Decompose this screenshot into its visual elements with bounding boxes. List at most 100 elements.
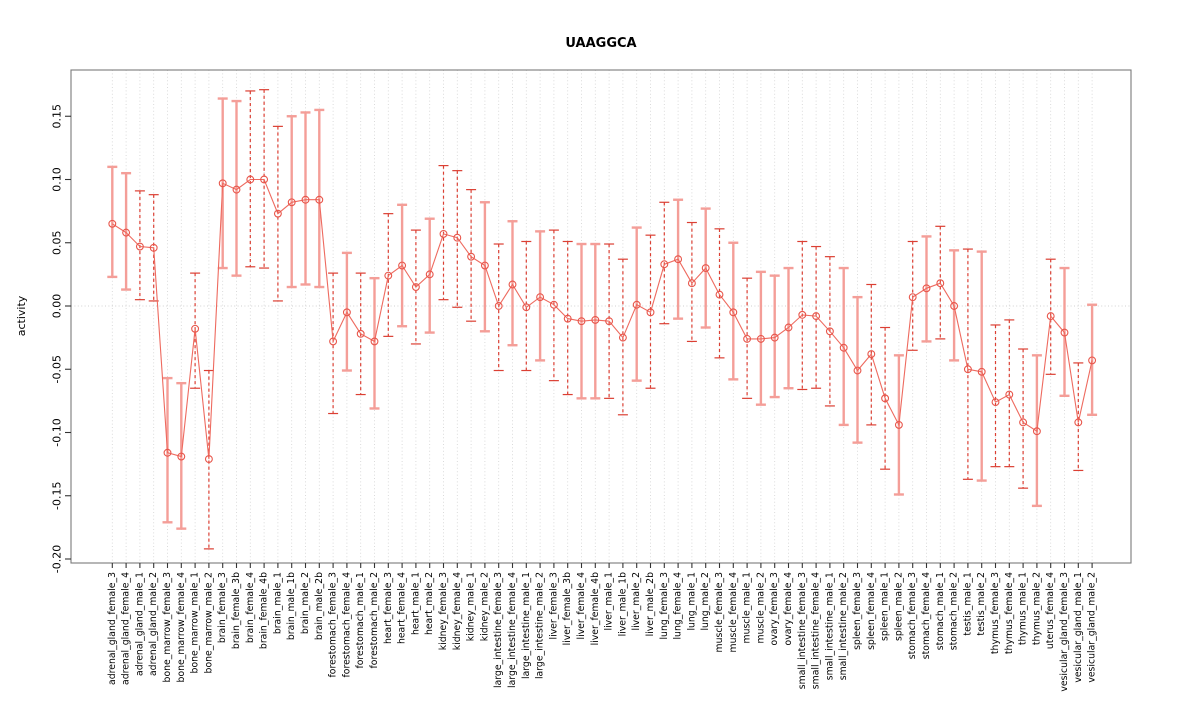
x-tick-label: small_intestine_female_4 xyxy=(811,572,822,689)
x-tick-label: vesicular_gland_male_2 xyxy=(1087,572,1098,683)
point-marker xyxy=(287,198,296,207)
axis-layer: -0.20 -0.15 -0.10 -0.05 0.00 0.05 0.10 0.15 adre… xyxy=(51,69,1132,692)
point-marker xyxy=(467,252,476,261)
point-marker xyxy=(922,284,931,293)
y-tick-label: 0.10 xyxy=(51,167,64,192)
point-marker xyxy=(232,185,241,194)
x-tick-label: spleen_female_4 xyxy=(866,572,877,650)
x-tick-label: lung_male_2 xyxy=(700,572,711,631)
point-marker xyxy=(522,303,531,312)
x-tick-label: stomach_male_2 xyxy=(949,572,960,650)
point-marker xyxy=(756,334,765,343)
point-marker xyxy=(1046,312,1055,321)
y-tick-label: -0.05 xyxy=(51,355,64,383)
x-tick-label: adrenal_gland_female_4 xyxy=(121,572,132,685)
x-tick-label: brain_female_4 xyxy=(245,572,256,643)
point-marker xyxy=(646,308,655,317)
x-tick-label: kidney_male_1 xyxy=(466,572,477,641)
x-tick-label: stomach_female_3 xyxy=(907,572,918,659)
x-tick-label: large_intestine_female_3 xyxy=(493,572,504,688)
point-marker xyxy=(273,209,282,218)
point-marker xyxy=(411,283,420,291)
point-marker xyxy=(618,333,627,342)
x-tick-label: ovary_female_3 xyxy=(769,572,780,646)
point-marker xyxy=(549,300,558,309)
point-marker xyxy=(563,314,572,323)
plot-box xyxy=(70,69,1132,564)
x-tick-label: muscle_male_1 xyxy=(742,572,753,644)
x-tick-label: forestomach_male_2 xyxy=(369,572,380,669)
point-marker xyxy=(1060,328,1069,337)
point-marker xyxy=(384,271,393,280)
series-line xyxy=(112,178,1093,460)
point-marker xyxy=(784,323,793,332)
x-tick-label: brain_female_4b xyxy=(259,572,270,649)
y-tick-label: 0.05 xyxy=(51,231,64,256)
x-tick-label: small_intestine_male_1 xyxy=(824,572,835,680)
x-tick-label: thymus_male_2 xyxy=(1031,572,1042,645)
point-marker xyxy=(577,317,586,326)
point-marker xyxy=(246,175,255,184)
x-tick-label: spleen_male_1 xyxy=(880,572,891,641)
series-line-layer xyxy=(112,178,1093,460)
x-tick-label: spleen_male_2 xyxy=(893,572,904,641)
x-tick-label: liver_female_4 xyxy=(576,572,587,640)
point-marker xyxy=(977,367,986,376)
point-marker xyxy=(191,324,200,333)
point-marker xyxy=(660,260,669,269)
x-tick-label: kidney_female_4 xyxy=(452,572,463,650)
x-tick-label: heart_male_2 xyxy=(424,572,435,635)
point-marker xyxy=(1005,390,1014,399)
x-tick-label: muscle_male_2 xyxy=(755,572,766,643)
point-marker xyxy=(1088,356,1097,365)
y-tick-label: -0.10 xyxy=(51,418,64,446)
x-tick-label: adrenal_gland_male_1 xyxy=(134,572,145,676)
x-tick-label: brain_female_3 xyxy=(217,572,228,643)
x-tick-label: vesicular_gland_female_3 xyxy=(1059,572,1070,692)
x-tick-label: brain_female_3b xyxy=(231,572,242,649)
point-marker xyxy=(342,308,351,317)
x-tick-label: stomach_male_1 xyxy=(935,572,946,650)
point-marker xyxy=(1019,418,1028,427)
point-marker-layer xyxy=(108,175,1097,464)
y-tick-label: -0.15 xyxy=(51,482,64,510)
point-marker xyxy=(453,233,462,242)
point-marker xyxy=(494,302,503,310)
point-marker xyxy=(701,264,710,272)
point-marker xyxy=(204,455,213,464)
point-marker xyxy=(839,343,848,352)
point-marker xyxy=(122,228,131,237)
x-tick-label: large_intestine_male_2 xyxy=(535,572,546,679)
point-marker xyxy=(881,394,890,403)
point-marker xyxy=(963,365,972,374)
x-tick-label: liver_female_3 xyxy=(548,572,559,640)
x-tick-label: lung_female_3 xyxy=(659,572,670,640)
x-tick-label: lung_male_1 xyxy=(686,572,697,631)
x-tick-label: adrenal_gland_male_2 xyxy=(148,572,159,676)
x-tick-label: heart_female_3 xyxy=(383,572,394,644)
x-tick-label: heart_male_1 xyxy=(410,572,421,635)
y-tick-label: 0.00 xyxy=(51,294,64,319)
point-marker xyxy=(163,448,172,457)
y-axis-label: activity xyxy=(15,295,28,336)
point-marker xyxy=(439,229,448,238)
x-tick-label: brain_male_2 xyxy=(300,572,311,634)
point-marker xyxy=(825,327,834,336)
x-tick-label: heart_female_4 xyxy=(397,572,408,644)
point-marker xyxy=(770,333,779,342)
point-marker xyxy=(936,279,945,288)
point-marker xyxy=(1074,418,1083,427)
point-marker xyxy=(218,179,227,188)
x-tick-label: liver_male_1b xyxy=(617,572,628,636)
point-marker xyxy=(632,300,641,309)
point-marker xyxy=(149,243,158,252)
x-tick-label: large_intestine_male_1 xyxy=(521,572,532,679)
y-tick-label: 0.15 xyxy=(51,104,64,129)
point-marker xyxy=(674,255,683,264)
point-marker xyxy=(605,317,614,326)
x-tick-label: uterus_female_4 xyxy=(1045,572,1056,649)
x-tick-label: liver_male_1 xyxy=(604,572,615,631)
point-marker xyxy=(908,293,917,302)
point-marker xyxy=(853,366,862,375)
